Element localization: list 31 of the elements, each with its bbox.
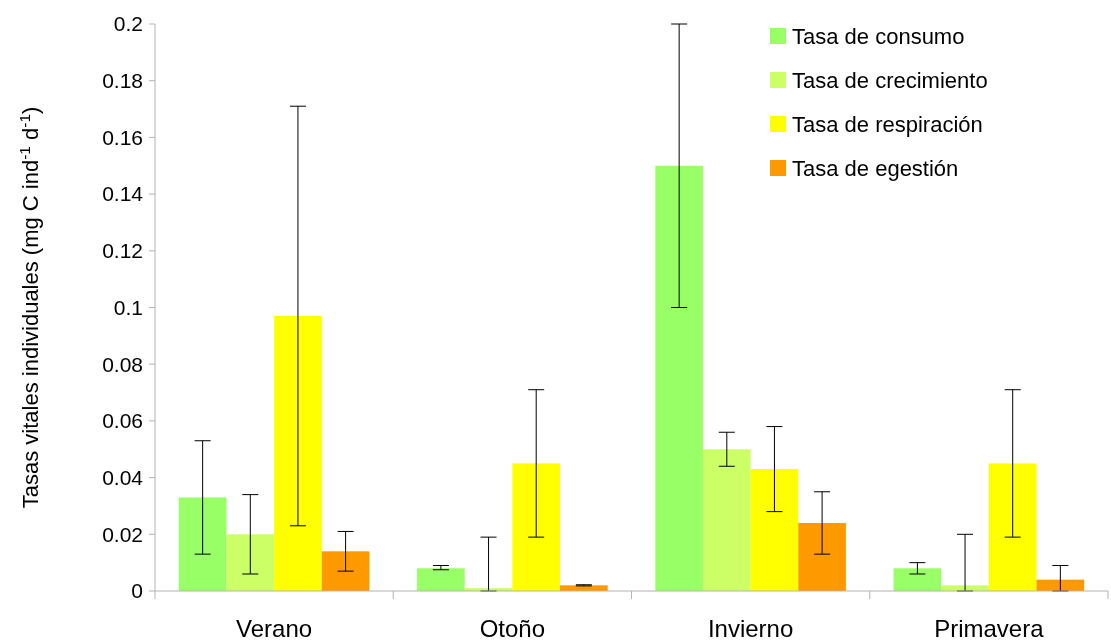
bar [178,497,227,591]
bar [274,316,322,591]
y-tick-label: 0.16 [102,125,143,149]
y-tick-label: 0.12 [102,239,143,263]
bar [512,463,561,591]
y-tick-label: 0.1 [113,295,143,319]
legend-label: Tasa de crecimiento [792,67,988,93]
x-tick-label: Invierno [707,615,794,641]
legend-label: Tasa de respiración [792,111,983,137]
y-tick-label: 0.2 [113,12,143,36]
x-tick-label: Otoño [479,615,546,641]
y-tick-label: 0.02 [102,522,143,546]
y-tick-label: 0.04 [102,465,144,489]
legend-label: Tasa de consumo [792,23,965,49]
y-tick-label: 0.06 [102,409,143,433]
bar [988,463,1037,591]
y-tick-label: 0 [131,579,143,603]
bar [655,165,703,591]
bar [226,534,275,591]
bar [321,551,370,591]
bar [417,568,465,591]
bar [702,449,751,591]
x-tick-label: Primavera [934,615,1045,641]
x-tick-label: Verano [236,615,313,641]
bar [750,469,799,591]
bar [893,568,942,591]
y-tick-label: 0.08 [102,352,143,376]
legend-label: Tasa de egestión [792,155,959,181]
y-tick-label: 0.14 [102,182,144,206]
bar [798,522,846,591]
y-tick-label: 0.18 [102,69,143,93]
